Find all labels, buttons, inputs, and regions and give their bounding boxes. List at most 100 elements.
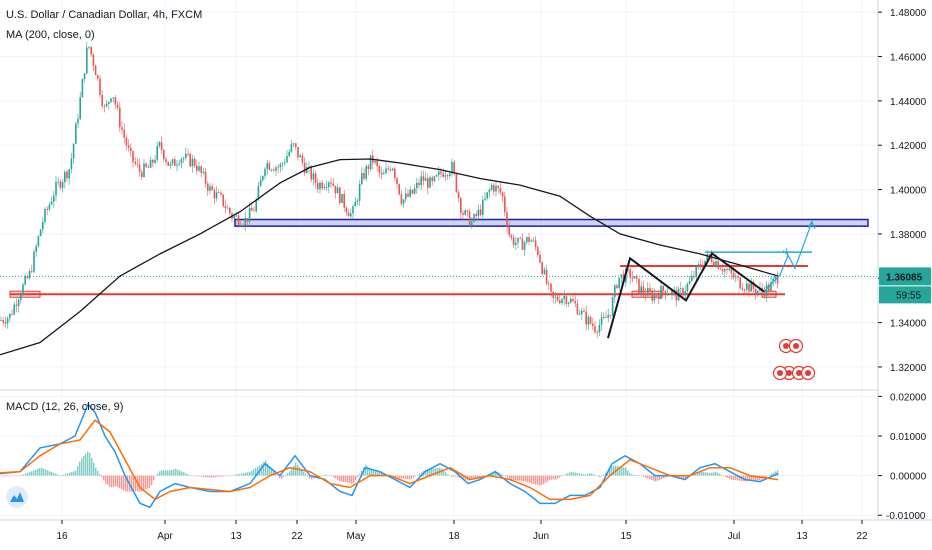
- candle-body: [662, 285, 664, 291]
- macd-histogram-bar: [159, 471, 161, 476]
- candle-body: [275, 167, 277, 171]
- candle-body: [570, 299, 572, 303]
- macd-histogram-bar: [227, 475, 229, 477]
- candle-body: [633, 276, 636, 279]
- macd-histogram-bar: [513, 475, 515, 480]
- candle-body: [105, 104, 108, 107]
- candle-body: [490, 185, 493, 190]
- macd-histogram-bar: [141, 475, 143, 492]
- macd-histogram-bar: [175, 468, 177, 476]
- candle-body: [226, 207, 229, 209]
- candle-body: [730, 268, 733, 274]
- macd-histogram-bar: [143, 475, 145, 491]
- macd-histogram-bar: [443, 470, 445, 476]
- macd-histogram-bar: [255, 468, 257, 476]
- macd-histogram-bar: [343, 475, 345, 482]
- macd-histogram-bar: [521, 475, 523, 482]
- candle-body: [387, 168, 389, 170]
- macd-histogram-bar: [591, 473, 593, 476]
- candle-body: [125, 137, 128, 146]
- macd-histogram-bar: [731, 475, 733, 480]
- macd-histogram-bar: [561, 475, 563, 477]
- macd-histogram-bar: [515, 475, 517, 481]
- candle-body: [638, 278, 640, 294]
- candle-body: [466, 210, 469, 212]
- tradingview-logo-icon[interactable]: [6, 486, 28, 508]
- candle-body: [365, 166, 367, 179]
- macd-histogram-bar: [115, 475, 117, 487]
- candle-body: [306, 167, 308, 174]
- candle-body: [83, 73, 86, 80]
- candle-body: [361, 173, 363, 185]
- macd-histogram-bar: [639, 475, 641, 476]
- macd-histogram-bar: [29, 472, 31, 476]
- macd-histogram-bar: [347, 475, 349, 483]
- candle-body: [286, 155, 288, 163]
- candle-body: [556, 296, 559, 301]
- candle-body: [17, 299, 20, 306]
- macd-histogram-bar: [503, 475, 505, 476]
- macd-histogram-bar: [145, 475, 147, 490]
- macd-histogram-bar: [621, 466, 623, 476]
- candle-body: [682, 288, 684, 296]
- macd-histogram-bar: [751, 475, 753, 481]
- macd-histogram-bar: [327, 475, 329, 476]
- macd-histogram-bar: [533, 475, 535, 485]
- candle-body: [70, 158, 73, 170]
- macd-histogram-bar: [105, 475, 107, 484]
- macd-histogram-bar: [597, 475, 599, 477]
- candle-body: [422, 176, 425, 181]
- macd-histogram-bar: [149, 475, 151, 488]
- candle-body: [380, 172, 383, 175]
- macd-histogram-bar: [369, 468, 371, 476]
- macd-histogram-bar: [377, 470, 379, 476]
- candle-body: [295, 143, 297, 147]
- candle-body: [567, 302, 570, 304]
- macd-histogram-bar: [35, 469, 37, 476]
- macd-histogram-bar: [565, 474, 567, 476]
- candle-body: [530, 240, 532, 242]
- candle-body: [658, 295, 660, 300]
- macd-histogram-bar: [587, 473, 589, 476]
- candle-body: [374, 161, 376, 163]
- macd-histogram-bar: [429, 469, 431, 476]
- macd-histogram-bar: [471, 475, 473, 479]
- candle-body: [99, 78, 101, 95]
- candle-body: [198, 166, 200, 171]
- candle-body: [739, 277, 741, 289]
- macd-histogram-bar: [575, 472, 577, 476]
- candle-body: [693, 275, 695, 278]
- macd-histogram-bar: [537, 475, 539, 485]
- macd-histogram-bar: [3, 475, 5, 477]
- macd-histogram-bar: [395, 475, 397, 478]
- candle-body: [572, 299, 574, 302]
- macd-histogram-bar: [203, 475, 205, 477]
- candle-body: [607, 314, 609, 318]
- candle-body: [13, 304, 15, 315]
- candle-body: [649, 288, 651, 292]
- macd-histogram-bar: [479, 475, 481, 478]
- macd-histogram-bar: [33, 470, 35, 476]
- candle-body: [400, 194, 403, 204]
- candle-body: [266, 163, 268, 169]
- macd-histogram-bar: [1, 475, 3, 477]
- candle-body: [424, 178, 427, 181]
- candle-body: [669, 294, 671, 295]
- candle-body: [176, 164, 178, 166]
- macd-histogram-bar: [41, 468, 43, 476]
- macd-histogram-bar: [117, 475, 119, 488]
- macd-histogram-bar: [83, 456, 85, 476]
- macd-histogram-bar: [333, 475, 335, 478]
- macd-histogram-bar: [209, 475, 211, 478]
- macd-histogram-bar: [529, 475, 531, 484]
- candle-body: [48, 204, 51, 210]
- macd-histogram-bar: [375, 470, 377, 476]
- macd-histogram-bar: [179, 470, 181, 476]
- candle-body: [101, 94, 103, 107]
- candle-body: [196, 165, 198, 171]
- candle-body: [103, 106, 106, 107]
- candle-body: [53, 195, 55, 202]
- candle-body: [277, 167, 279, 169]
- countdown-tag: [879, 286, 931, 304]
